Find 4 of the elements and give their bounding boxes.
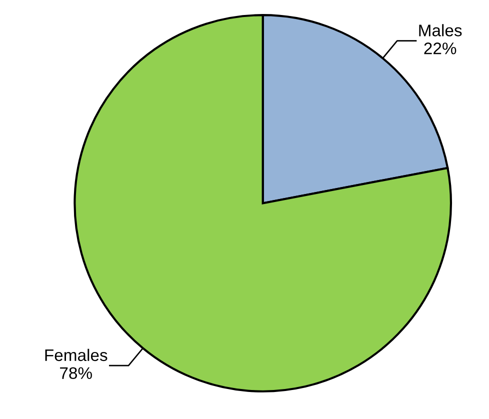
slice-label: Males: [419, 24, 462, 36]
slice-label: Females: [45, 348, 108, 362]
data-label: 78%: [60, 367, 92, 380]
data-label: 22%: [424, 42, 456, 54]
